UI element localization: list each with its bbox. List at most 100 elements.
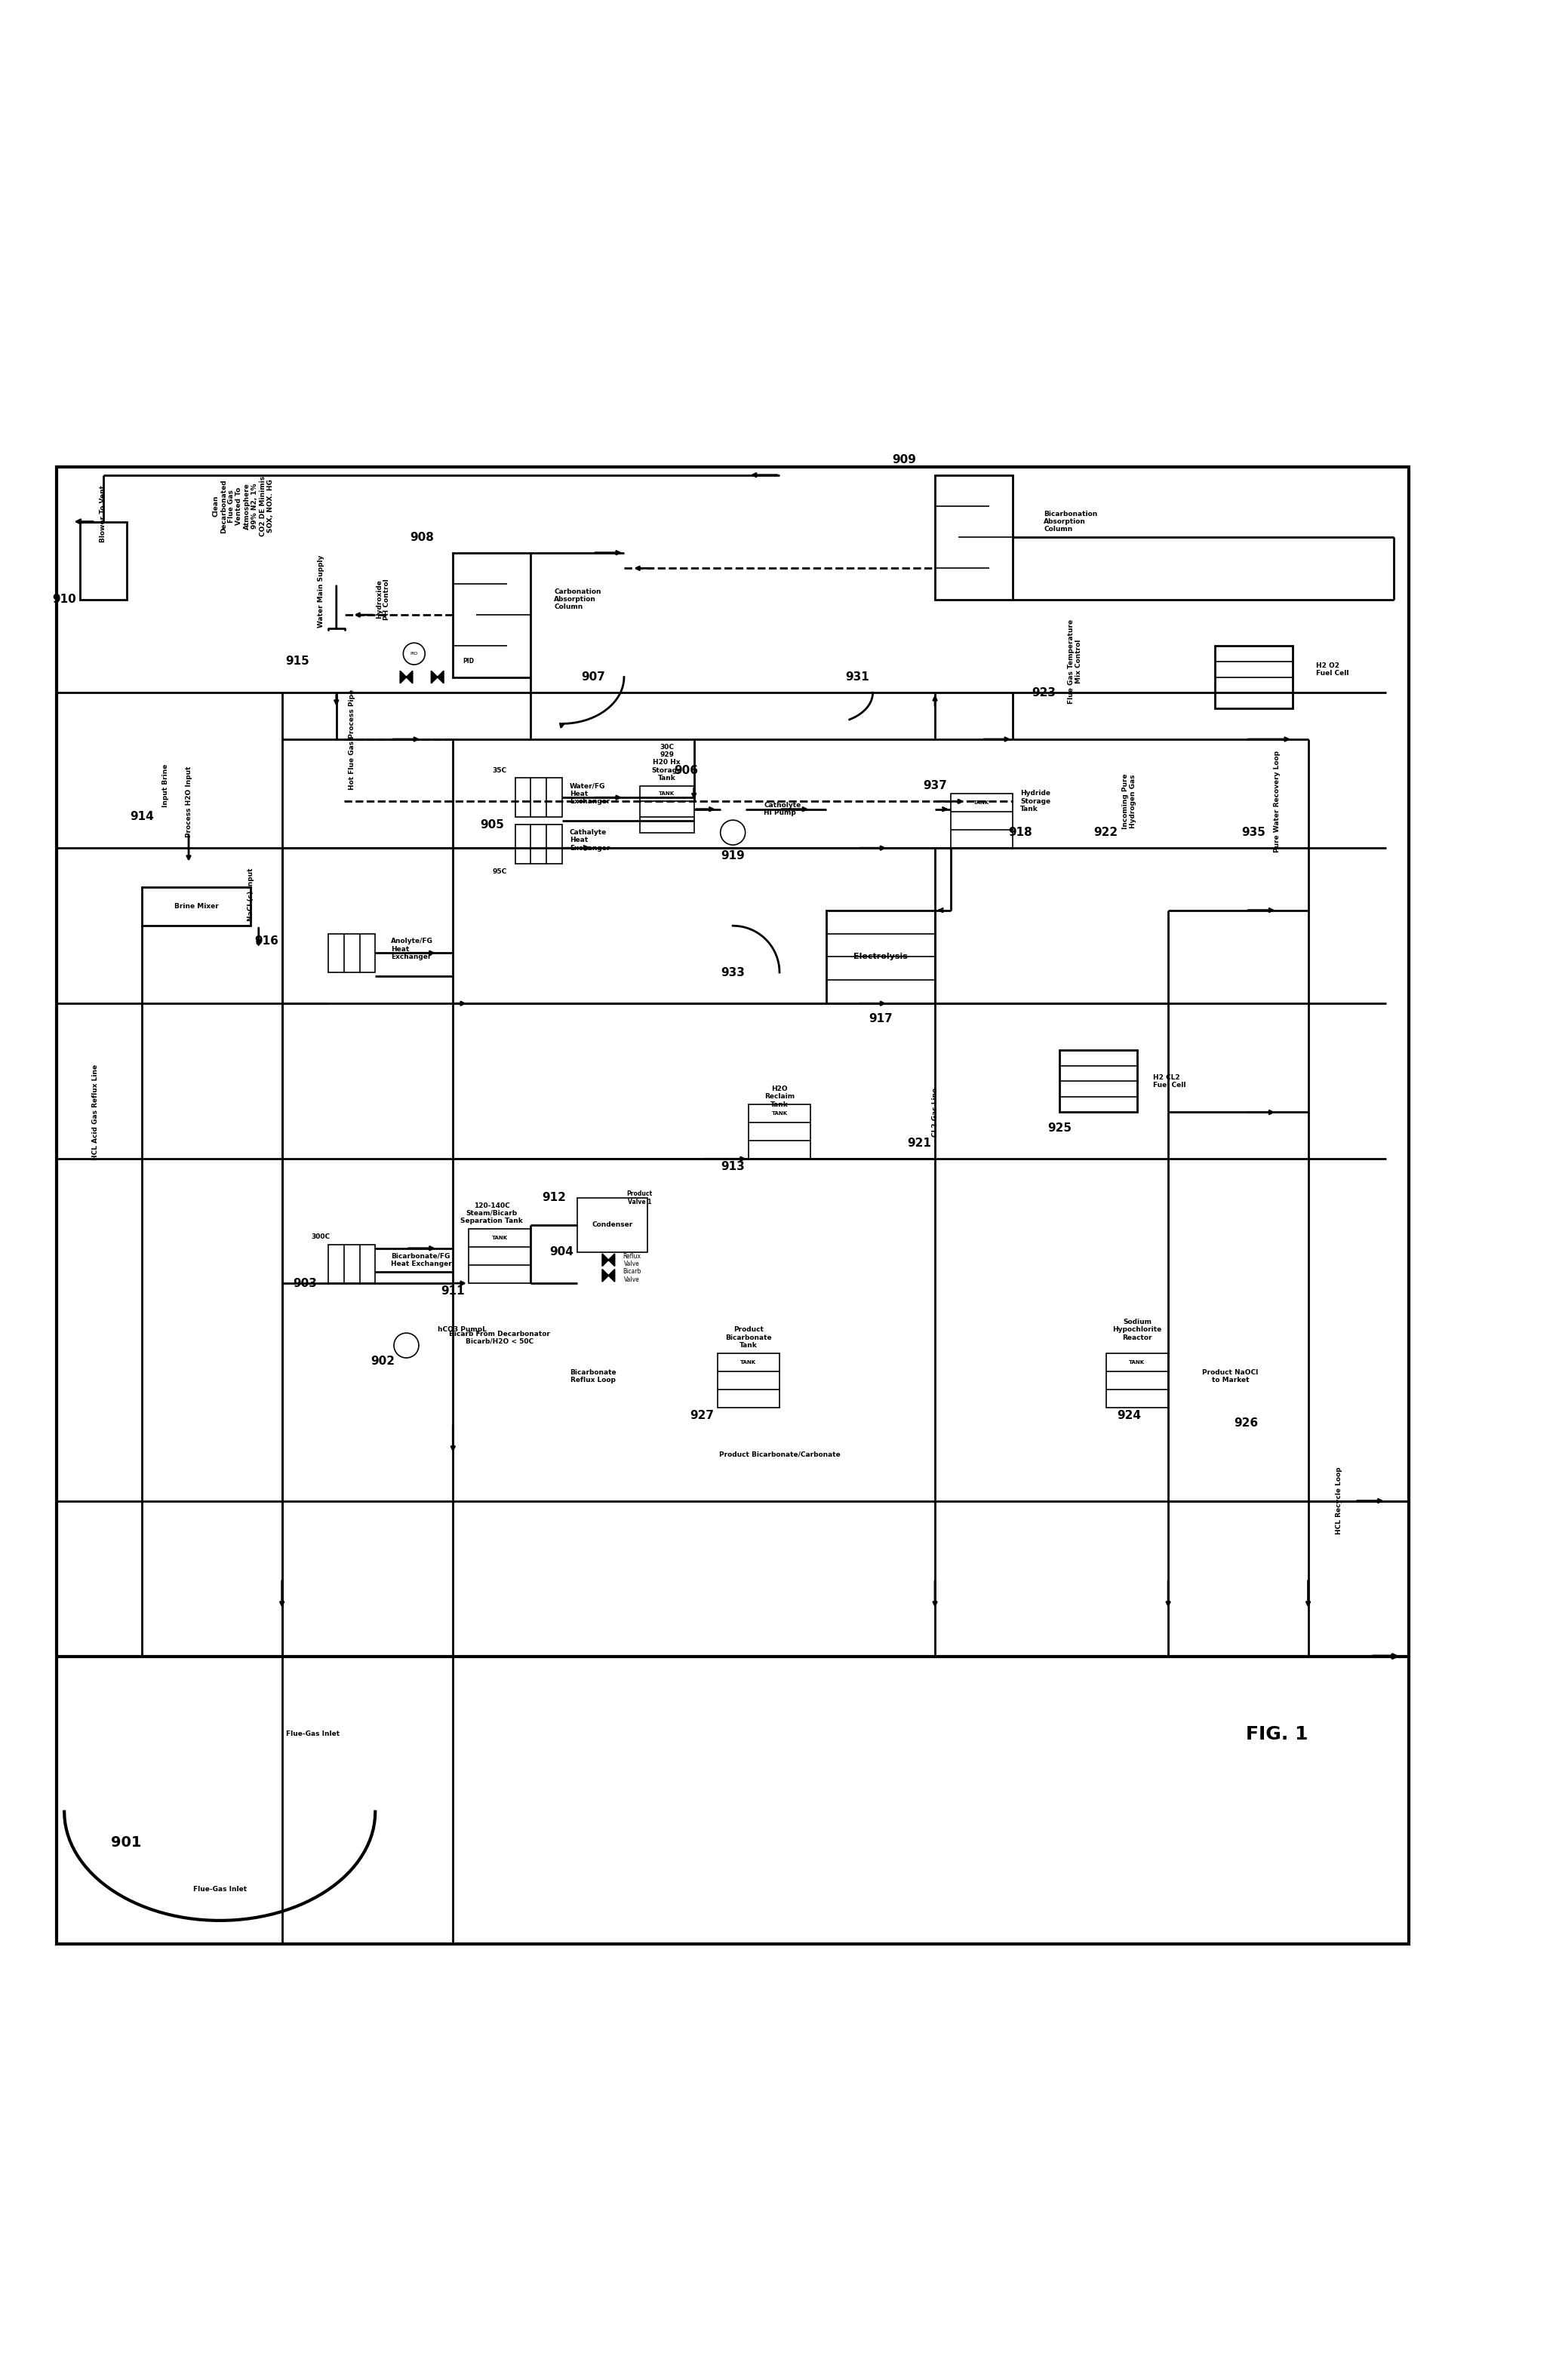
Text: hCO3 PumpL: hCO3 PumpL bbox=[438, 1326, 486, 1333]
Text: 911: 911 bbox=[441, 1285, 465, 1297]
Text: FIG. 1: FIG. 1 bbox=[1246, 1726, 1308, 1742]
Bar bbox=[748, 1104, 811, 1159]
Text: Reflux
Valve: Reflux Valve bbox=[622, 1252, 641, 1266]
Bar bbox=[826, 909, 935, 1004]
Text: 935: 935 bbox=[1241, 826, 1266, 838]
Bar bbox=[1060, 1050, 1137, 1111]
Bar bbox=[514, 778, 561, 816]
Text: 933: 933 bbox=[720, 966, 745, 978]
Bar bbox=[142, 888, 251, 926]
Text: 914: 914 bbox=[129, 812, 154, 823]
Text: 921: 921 bbox=[907, 1138, 931, 1150]
Text: TANK: TANK bbox=[1129, 1361, 1144, 1364]
Text: Product NaOCl
to Market: Product NaOCl to Market bbox=[1202, 1368, 1258, 1383]
Bar bbox=[454, 552, 530, 676]
Text: Bicarb From Decarbonator
Bicarb/H2O < 50C: Bicarb From Decarbonator Bicarb/H2O < 50… bbox=[449, 1330, 550, 1345]
Text: Sodium
Hypochlorite
Reactor: Sodium Hypochlorite Reactor bbox=[1113, 1319, 1161, 1340]
Text: 918: 918 bbox=[1009, 826, 1032, 838]
Text: CL2 Gas Line: CL2 Gas Line bbox=[932, 1088, 939, 1138]
Bar bbox=[935, 476, 1013, 600]
Text: TANK: TANK bbox=[659, 793, 675, 795]
Text: 120-140C
Steam/Bicarb
Separation Tank: 120-140C Steam/Bicarb Separation Tank bbox=[460, 1202, 524, 1226]
Polygon shape bbox=[432, 671, 444, 683]
Bar bbox=[469, 1228, 530, 1283]
Text: 916: 916 bbox=[254, 935, 279, 947]
Text: Product Bicarbonate/Carbonate: Product Bicarbonate/Carbonate bbox=[719, 1452, 840, 1457]
Text: 908: 908 bbox=[410, 531, 433, 543]
Text: 904: 904 bbox=[550, 1247, 574, 1259]
Text: Electrolysis: Electrolysis bbox=[853, 952, 907, 962]
Text: Carbonation
Absorption
Column: Carbonation Absorption Column bbox=[553, 588, 602, 612]
Text: PID: PID bbox=[410, 652, 418, 654]
Text: TANK: TANK bbox=[741, 1361, 756, 1364]
Text: Hot Flue Gas Process Pipe: Hot Flue Gas Process Pipe bbox=[349, 690, 355, 790]
Text: PID: PID bbox=[463, 659, 474, 664]
Bar bbox=[80, 521, 126, 600]
Text: Bicarb
Valve: Bicarb Valve bbox=[622, 1269, 641, 1283]
Text: 910: 910 bbox=[53, 593, 76, 605]
Text: 912: 912 bbox=[543, 1192, 566, 1204]
Text: TANK: TANK bbox=[772, 1111, 787, 1116]
Text: 300C: 300C bbox=[312, 1233, 331, 1240]
Bar bbox=[577, 1197, 647, 1252]
Text: Input Brine: Input Brine bbox=[162, 764, 168, 807]
Text: 901: 901 bbox=[111, 1835, 142, 1849]
Polygon shape bbox=[602, 1254, 614, 1266]
Circle shape bbox=[404, 643, 426, 664]
Bar bbox=[1105, 1354, 1168, 1407]
Bar bbox=[1214, 645, 1292, 709]
Text: 917: 917 bbox=[868, 1014, 893, 1026]
Polygon shape bbox=[401, 671, 413, 683]
Text: 925: 925 bbox=[1048, 1121, 1071, 1133]
Text: 95C: 95C bbox=[493, 869, 507, 876]
Text: 903: 903 bbox=[293, 1278, 318, 1290]
Text: Condenser: Condenser bbox=[592, 1221, 633, 1228]
Text: 905: 905 bbox=[480, 819, 504, 831]
Text: Water Main Supply: Water Main Supply bbox=[318, 555, 324, 628]
Text: Flue-Gas Inlet: Flue-Gas Inlet bbox=[193, 1885, 246, 1892]
Text: 35C: 35C bbox=[493, 766, 507, 774]
Bar bbox=[639, 785, 694, 833]
Text: Hydride
Storage
Tank: Hydride Storage Tank bbox=[1021, 790, 1051, 812]
Text: Anolyte/FG
Heat
Exchanger: Anolyte/FG Heat Exchanger bbox=[391, 938, 433, 959]
Text: Product
Bicarbonate
Tank: Product Bicarbonate Tank bbox=[725, 1326, 772, 1349]
Text: 906: 906 bbox=[673, 764, 698, 776]
Bar bbox=[951, 793, 1013, 847]
Text: Brine Mixer: Brine Mixer bbox=[175, 902, 218, 909]
Text: HCL Acid Gas Reflux Line: HCL Acid Gas Reflux Line bbox=[92, 1064, 98, 1159]
Text: Flue Gas Temperature
Mix Control: Flue Gas Temperature Mix Control bbox=[1068, 619, 1082, 704]
Text: 902: 902 bbox=[371, 1354, 394, 1366]
Bar bbox=[514, 826, 561, 864]
Text: 909: 909 bbox=[892, 455, 915, 464]
Bar bbox=[56, 466, 1409, 1944]
Text: 926: 926 bbox=[1233, 1418, 1258, 1428]
Text: H2O
Reclaim
Tank: H2O Reclaim Tank bbox=[764, 1085, 795, 1109]
Text: 919: 919 bbox=[720, 850, 745, 862]
Text: H2 CL2
Fuel Cell: H2 CL2 Fuel Cell bbox=[1152, 1073, 1185, 1088]
Text: TANK: TANK bbox=[974, 800, 990, 804]
Polygon shape bbox=[602, 1269, 614, 1283]
Circle shape bbox=[394, 1333, 419, 1359]
Text: 915: 915 bbox=[285, 657, 310, 666]
Text: H2 O2
Fuel Cell: H2 O2 Fuel Cell bbox=[1316, 662, 1349, 676]
Text: 913: 913 bbox=[720, 1161, 745, 1173]
Text: Water/FG
Heat
Exchanger: Water/FG Heat Exchanger bbox=[569, 783, 610, 804]
Text: 907: 907 bbox=[582, 671, 605, 683]
Text: 923: 923 bbox=[1032, 688, 1055, 697]
Text: Catholyte
Hi Pump: Catholyte Hi Pump bbox=[764, 802, 801, 816]
Text: TANK: TANK bbox=[491, 1235, 508, 1240]
Text: 924: 924 bbox=[1118, 1409, 1141, 1421]
Bar bbox=[717, 1354, 780, 1407]
Text: Process H2O Input: Process H2O Input bbox=[186, 766, 192, 838]
Text: NaCl (s) Input: NaCl (s) Input bbox=[248, 869, 254, 921]
Text: Cathalyte
Heat
Exchanger: Cathalyte Heat Exchanger bbox=[569, 828, 610, 852]
Bar bbox=[329, 1245, 376, 1283]
Text: Clean
Decarbonated
Flue Gas
Vented To
Atmosphere
99% N2, 1%
CO2 DE Minimis
SOX, : Clean Decarbonated Flue Gas Vented To At… bbox=[212, 476, 274, 536]
Text: Product
Valve 1: Product Valve 1 bbox=[627, 1190, 653, 1204]
Text: Blower To Vent: Blower To Vent bbox=[100, 486, 106, 543]
Circle shape bbox=[720, 821, 745, 845]
Text: 30C
929
H20 Hx
Storage
Tank: 30C 929 H20 Hx Storage Tank bbox=[652, 743, 681, 781]
Text: 922: 922 bbox=[1094, 826, 1118, 838]
Text: Incoming Pure
Hydrogen Gas: Incoming Pure Hydrogen Gas bbox=[1122, 774, 1137, 828]
Text: Bicarbonate
Reflux Loop: Bicarbonate Reflux Loop bbox=[569, 1368, 616, 1383]
